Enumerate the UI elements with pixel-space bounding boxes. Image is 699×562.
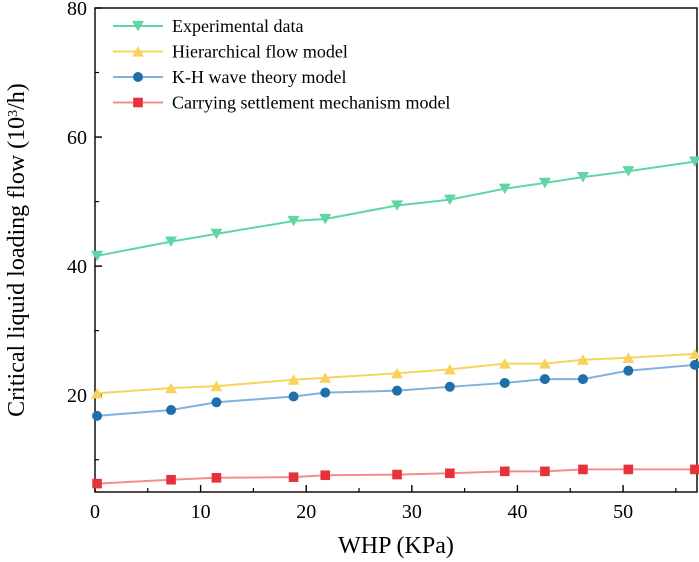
series-line-carrying-settlement-mechanism-model	[97, 468, 695, 485]
data-point-experimental-data-4	[319, 213, 332, 225]
legend: Experimental data Hierarchical flow model…	[113, 16, 450, 113]
y-axis-title-tail: /h)	[4, 83, 30, 110]
data-point-carrying-settlement-mechanism-model-6	[445, 468, 455, 479]
y-axis-title: Critical liquid loading flow (103/h)	[4, 83, 30, 417]
x-tick-label-30: 30	[402, 501, 422, 523]
data-point-hierarchical-flow-model-11	[688, 348, 699, 359]
data-point-carrying-settlement-mechanism-model-2	[211, 473, 222, 483]
y-tick-label-60: 60	[67, 127, 87, 149]
data-point-carrying-settlement-mechanism-model-0	[92, 478, 102, 489]
legend-marker-hierarchical-flow-model	[132, 46, 144, 57]
data-point-carrying-settlement-mechanism-model-10	[623, 464, 634, 475]
data-point-experimental-data-2	[210, 228, 223, 240]
legend-item-hierarchical-flow-model: Hierarchical flow model	[113, 42, 348, 62]
legend-item-experimental-data: Experimental data	[113, 16, 303, 36]
data-point-experimental-data-7	[498, 183, 511, 195]
x-tick-label-10: 10	[191, 501, 211, 523]
data-point-hierarchical-flow-model-6	[443, 363, 456, 375]
data-point-carrying-settlement-mechanism-model-8	[540, 466, 550, 477]
data-point-experimental-data-5	[391, 200, 404, 211]
data-point-experimental-data-10	[622, 166, 635, 177]
data-point-carrying-settlement-mechanism-model-5	[392, 469, 402, 480]
data-point-experimental-data-8	[538, 177, 551, 189]
x-tick-label-0: 0	[90, 501, 100, 523]
data-point-hierarchical-flow-model-1	[165, 382, 178, 394]
axes: 0 10 20 30 40 50 20 40 60 80	[67, 0, 677, 523]
y-tick-label-80: 80	[67, 0, 87, 20]
legend-item-carrying-settlement-mechanism-model: Carrying settlement mechanism model	[113, 93, 450, 113]
plot-area	[94, 7, 698, 493]
data-point-k-h-wave-theory-model-11	[689, 359, 699, 370]
data-point-k-h-wave-theory-model-9	[577, 374, 588, 385]
legend-label-k-h-wave-theory-model: K-H wave theory model	[172, 67, 346, 87]
data-point-hierarchical-flow-model-3	[287, 374, 300, 385]
data-point-hierarchical-flow-model-2	[210, 380, 223, 392]
data-point-k-h-wave-theory-model-5	[392, 385, 403, 396]
data-point-k-h-wave-theory-model-4	[320, 387, 331, 398]
legend-marker-k-h-wave-theory-model	[133, 72, 143, 82]
data-point-k-h-wave-theory-model-6	[444, 381, 455, 392]
legend-marker-experimental-data	[132, 20, 144, 32]
series-carrying-settlement-mechanism-model	[92, 464, 699, 489]
x-tick-label-50: 50	[613, 501, 633, 523]
data-point-hierarchical-flow-model-10	[622, 352, 635, 363]
legend-label-carrying-settlement-mechanism-model: Carrying settlement mechanism model	[172, 93, 450, 113]
data-point-experimental-data-1	[165, 236, 178, 248]
y-axis-title-main: Critical liquid loading flow (10	[4, 117, 30, 417]
data-point-experimental-data-6	[443, 194, 456, 206]
data-point-experimental-data-3	[287, 215, 300, 227]
data-point-carrying-settlement-mechanism-model-11	[690, 464, 699, 475]
data-point-carrying-settlement-mechanism-model-1	[166, 474, 176, 485]
data-point-hierarchical-flow-model-0	[91, 387, 104, 399]
data-point-hierarchical-flow-model-9	[576, 354, 589, 365]
legend-label-experimental-data: Experimental data	[172, 16, 303, 36]
series-k-h-wave-theory-model	[92, 359, 699, 421]
data-point-carrying-settlement-mechanism-model-9	[578, 464, 588, 475]
y-tick-label-20: 20	[67, 385, 87, 407]
data-point-carrying-settlement-mechanism-model-3	[288, 472, 299, 482]
legend-label-hierarchical-flow-model: Hierarchical flow model	[172, 42, 348, 62]
series-layer	[91, 156, 699, 489]
series-line-experimental-data	[96, 160, 696, 257]
data-point-hierarchical-flow-model-5	[391, 367, 404, 379]
data-point-experimental-data-11	[688, 156, 699, 167]
data-point-hierarchical-flow-model-4	[319, 372, 332, 383]
data-point-carrying-settlement-mechanism-model-4	[320, 470, 331, 481]
data-point-k-h-wave-theory-model-7	[499, 377, 510, 388]
data-point-k-h-wave-theory-model-3	[288, 391, 299, 402]
data-point-experimental-data-0	[91, 250, 104, 262]
data-point-experimental-data-9	[576, 171, 589, 183]
x-tick-label-40: 40	[507, 501, 527, 523]
legend-item-k-h-wave-theory-model: K-H wave theory model	[113, 67, 346, 87]
y-axis-title-sup: 3	[6, 110, 21, 117]
data-point-k-h-wave-theory-model-0	[92, 410, 103, 421]
data-point-k-h-wave-theory-model-2	[211, 397, 222, 408]
data-point-k-h-wave-theory-model-8	[539, 374, 550, 385]
data-point-hierarchical-flow-model-8	[538, 358, 551, 369]
x-tick-label-20: 20	[296, 501, 316, 523]
y-tick-label-40: 40	[67, 256, 87, 278]
legend-marker-carrying-settlement-mechanism-model	[133, 97, 143, 108]
data-point-hierarchical-flow-model-7	[498, 358, 511, 369]
data-point-k-h-wave-theory-model-10	[623, 365, 634, 376]
data-point-k-h-wave-theory-model-1	[166, 405, 177, 416]
plot-frame	[94, 7, 698, 493]
series-line-k-h-wave-theory-model	[97, 363, 695, 417]
series-experimental-data	[91, 156, 699, 262]
data-point-carrying-settlement-mechanism-model-7	[499, 466, 510, 477]
series-line-hierarchical-flow-model	[97, 352, 695, 395]
series-hierarchical-flow-model	[91, 348, 699, 399]
x-axis-title: WHP (KPa)	[338, 533, 454, 559]
